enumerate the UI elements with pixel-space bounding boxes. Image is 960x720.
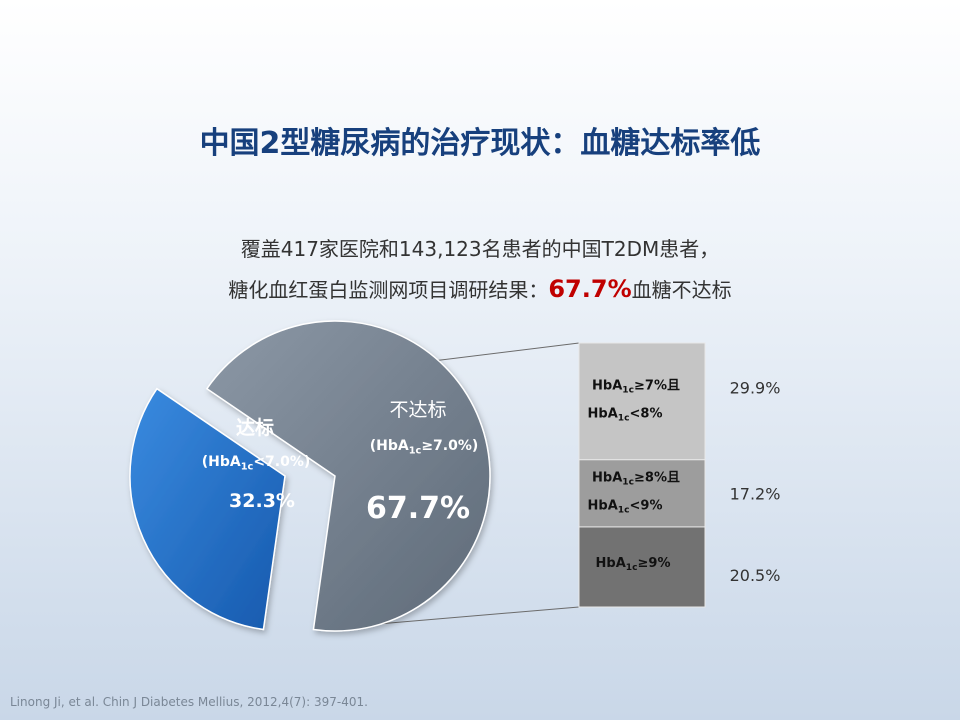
subtitle-line-1: 覆盖417家医院和143,123名患者的中国T2DM患者， [240,237,720,261]
pie-chart: 达标(HbA1c<7.0%)32.3%不达标(HbA1c≥7.0%)67.7% [129,320,491,632]
bar-segment-2-label-line1-subscript: 1c [622,478,634,488]
bar-segment-3-label-suffix: ≥9% [638,556,671,571]
bar-segment-2-label-line1: HbA1c≥8%且 [592,470,680,487]
on-target-criterion-suffix: <7.0%) [253,454,310,470]
on-target-criterion-prefix: (HbA [202,454,241,470]
bar-segment-1-label-line2-subscript: 1c [618,414,630,424]
bar-segment-2-label-line2: HbA1c<9% [588,498,663,515]
subtitle-highlight: 67.7% [548,275,632,303]
on-target-value: 32.3% [229,490,295,512]
stacked-bar-chart: HbA1c≥7%且HbA1c<8%29.9%HbA1c≥8%且HbA1c<9%1… [578,342,781,608]
citation: Linong Ji, et al. Chin J Diabetes Melliu… [10,695,368,709]
bar-segment-1-label-line1-subscript: 1c [622,386,634,396]
on-target-criterion-subscript: 1c [241,462,254,473]
off-target-criterion-subscript: 1c [409,446,422,457]
subtitle-suffix: 血糖不达标 [631,278,732,302]
bar-segment-1-value: 29.9% [730,378,781,397]
bar-segment-1-label-line1-prefix: HbA [592,378,622,393]
pie-slice-on-target [129,387,286,631]
off-target-value: 67.7% [366,491,470,526]
bar-segment-2-value: 17.2% [730,484,781,503]
bar-segment-2 [578,459,706,528]
bar-segment-1 [578,342,706,461]
subtitle-line-2: 糖化血红蛋白监测网项目调研结果：67.7%血糖不达标 [0,274,960,303]
bar-segment-2-label-line2-prefix: HbA [588,498,618,513]
on-target-criterion: (HbA1c<7.0%) [202,454,311,473]
pie-slice-off-target [205,320,491,632]
on-target-label: 达标 [236,416,274,439]
bar-segment-1-label-line1: HbA1c≥7%且 [592,378,680,395]
slide-title: 中国2型糖尿病的治疗现状：血糖达标率低 [199,126,761,161]
bar-segment-1-label-line2: HbA1c<8% [588,406,663,423]
bar-segment-3-label: HbA1c≥9% [596,556,671,573]
bar-segment-3-label-prefix: HbA [596,556,626,571]
off-target-criterion-prefix: (HbA [370,438,409,454]
bar-segment-1-label-line2-suffix: <8% [630,406,663,421]
off-target-criterion-suffix: ≥7.0%) [421,438,478,454]
off-target-criterion: (HbA1c≥7.0%) [370,438,479,457]
subtitle-prefix: 糖化血红蛋白监测网项目调研结果： [228,278,549,302]
bar-segment-2-label-line2-suffix: <9% [630,498,663,513]
off-target-label: 不达标 [389,399,446,421]
bar-segment-3 [578,526,706,608]
bar-segment-3-label-subscript: 1c [626,563,638,573]
bar-segment-1-label-line1-suffix: ≥7%且 [634,378,680,393]
bar-segment-3-value: 20.5% [730,566,781,585]
bar-segment-1-label-line2-prefix: HbA [588,406,618,421]
bar-segment-2-label-line2-subscript: 1c [618,506,630,516]
bar-segment-2-label-line1-suffix: ≥8%且 [634,470,680,485]
bar-segment-2-label-line1-prefix: HbA [592,470,622,485]
